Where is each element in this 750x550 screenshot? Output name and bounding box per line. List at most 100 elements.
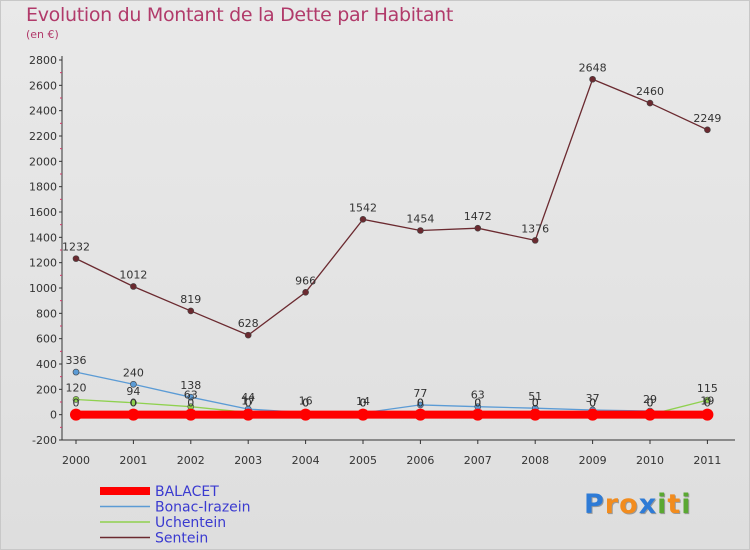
data-label-uchentein: 0: [474, 397, 481, 410]
data-label-uchentein: 94: [126, 385, 140, 398]
data-label-uchentein: 63: [184, 389, 198, 402]
legend-label-sentein: Sentein: [155, 531, 208, 547]
y-tick-label: 200: [36, 383, 57, 396]
series-point-uchentein: [704, 396, 711, 404]
series-point-sentein: [474, 224, 482, 232]
data-label-bonac-irazein: 63: [471, 389, 485, 402]
data-label-sentein: 2249: [693, 112, 721, 125]
data-label-sentein: 1472: [464, 210, 492, 223]
logo-letter: o: [619, 489, 639, 520]
chart-subtitle: (en €): [26, 28, 59, 41]
data-label-sentein: 1012: [119, 268, 147, 281]
series-line-sentein: [75, 78, 708, 336]
y-tick-label: 600: [36, 333, 57, 346]
data-label-sentein: 1454: [406, 212, 434, 225]
legend-label-uchentein: Uchentein: [155, 515, 226, 531]
series-point-balacet: [242, 408, 255, 421]
y-tick-label: 2800: [29, 54, 57, 67]
data-label-balacet: 0: [589, 397, 596, 410]
x-tick-label: 2002: [177, 454, 205, 467]
series-point-uchentein: [130, 399, 137, 407]
series-point-sentein: [72, 255, 80, 262]
series-point-uchentein: [72, 396, 80, 403]
logo-letter: x: [638, 489, 658, 520]
data-label-balacet: 0: [360, 397, 367, 410]
series-point-balacet: [471, 408, 484, 421]
proxiti-logo: Proxiti: [584, 489, 692, 520]
series-point-balacet: [70, 408, 82, 421]
series-point-balacet: [357, 408, 369, 421]
data-label-uchentein: 0: [647, 397, 654, 410]
data-label-balacet: 0: [647, 397, 654, 410]
data-label-sentein: 2648: [579, 61, 607, 74]
data-label-bonac-irazein: 16: [299, 395, 313, 408]
data-label-bonac-irazein: 44: [241, 391, 255, 404]
data-label-balacet: 0: [130, 397, 137, 410]
legend-label-balacet: BALACET: [155, 484, 219, 500]
x-tick-label: 2001: [119, 454, 147, 467]
data-label-balacet: 0: [532, 397, 539, 410]
series-point-bonac-irazein: [72, 368, 80, 376]
x-tick-label: 2009: [579, 454, 607, 467]
data-label-balacet: 0: [474, 397, 481, 410]
data-label-uchentein: 0: [589, 397, 596, 410]
series-point-balacet: [644, 408, 656, 421]
data-label-bonac-irazein: 19: [700, 394, 714, 407]
series-point-bonac-irazein: [187, 393, 195, 401]
y-tick-label: 1200: [29, 257, 57, 270]
y-tick-label: 2600: [29, 79, 57, 92]
data-label-bonac-irazein: 14: [356, 395, 370, 408]
logo-letter: i: [681, 489, 692, 520]
data-label-bonac-irazein: 336: [66, 354, 87, 367]
data-label-uchentein: 120: [66, 381, 87, 394]
y-tick-label: -200: [32, 434, 57, 447]
x-tick-label: 2005: [349, 454, 377, 467]
data-label-sentein: 628: [238, 317, 259, 330]
y-tick-label: 400: [36, 358, 57, 371]
series-point-sentein: [646, 99, 654, 107]
series-point-balacet: [184, 408, 197, 421]
series-line-bonac-irazein: [75, 371, 708, 414]
data-label-bonac-irazein: 51: [528, 390, 542, 403]
data-label-uchentein: 0: [302, 397, 309, 410]
data-label-bonac-irazein: 240: [123, 366, 144, 379]
x-tick-label: 2003: [234, 454, 262, 467]
data-label-balacet: 0: [704, 397, 711, 410]
series-point-balacet: [586, 408, 599, 421]
data-label-uchentein: 0: [360, 397, 367, 410]
logo-letter: r: [604, 489, 620, 520]
data-label-balacet: 0: [187, 397, 194, 410]
chart-title: Evolution du Montant de la Dette par Hab…: [26, 4, 454, 26]
data-label-bonac-irazein: 138: [180, 379, 201, 392]
data-label-sentein: 1542: [349, 201, 377, 214]
series-point-bonac-irazein: [130, 380, 137, 388]
series-point-balacet: [127, 408, 140, 421]
series-point-sentein: [704, 126, 711, 134]
x-tick-label: 2000: [62, 454, 90, 467]
data-label-uchentein: 17: [241, 395, 255, 408]
series-point-sentein: [130, 283, 137, 290]
data-label-bonac-irazein: 29: [643, 393, 657, 406]
data-label-uchentein: 0: [532, 397, 539, 410]
logo-letter: i: [657, 489, 668, 520]
x-tick-label: 2011: [693, 454, 721, 467]
y-tick-label: 2200: [29, 130, 57, 143]
data-label-sentein: 966: [295, 274, 316, 287]
logo-letter: P: [584, 489, 605, 520]
series-point-sentein: [187, 307, 195, 315]
y-tick-label: 2400: [29, 105, 57, 118]
y-tick-label: 1000: [29, 282, 57, 295]
legend-label-bonac-irazein: Bonac-Irazein: [155, 500, 251, 516]
series-point-balacet: [299, 408, 312, 421]
series-point-sentein: [302, 289, 309, 296]
x-tick-label: 2004: [292, 454, 320, 467]
series-point-balacet: [414, 408, 427, 421]
data-label-balacet: 0: [302, 397, 309, 410]
x-tick-label: 2010: [636, 454, 664, 467]
x-tick-label: 2007: [464, 454, 492, 467]
data-label-sentein: 2460: [636, 85, 664, 98]
series-point-balacet: [529, 408, 542, 421]
series-point-bonac-irazein: [417, 401, 424, 409]
